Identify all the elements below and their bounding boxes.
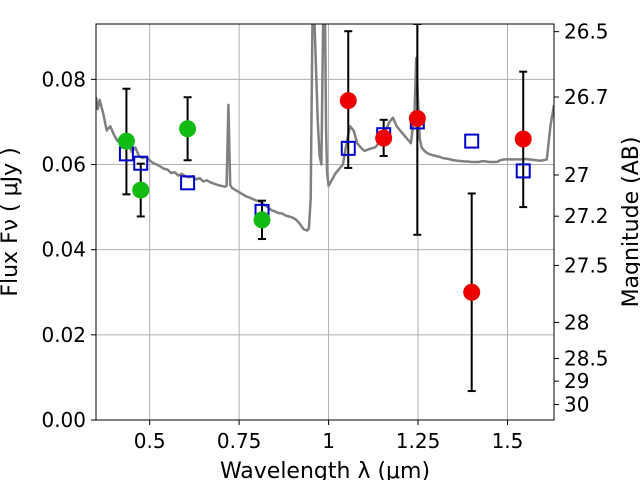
model-flux-square bbox=[464, 133, 480, 149]
observed-flux-point bbox=[375, 129, 393, 147]
plot-frame bbox=[95, 23, 555, 421]
x-tick-label: 1.25 bbox=[396, 429, 441, 453]
x-axis-label: Wavelength λ (μm) bbox=[220, 459, 430, 480]
model-flux-square bbox=[180, 175, 196, 191]
plot-area bbox=[96, 24, 554, 393]
model-flux-square bbox=[515, 163, 531, 179]
x-tick-label: 1.5 bbox=[492, 429, 524, 453]
model-flux-square bbox=[133, 155, 149, 171]
model-spectrum-line bbox=[96, 24, 554, 232]
y-tick-label: 0.08 bbox=[41, 67, 86, 91]
y-axis-ticks: 0.00 0.02 0.04 0.06 0.08 bbox=[41, 67, 96, 432]
observed-flux-point bbox=[463, 283, 481, 301]
y-tick-label: 0.00 bbox=[41, 408, 86, 432]
observed-flux-point bbox=[117, 132, 135, 150]
x-axis-ticks: 0.5 0.75 1 1.25 1.5 bbox=[134, 420, 524, 453]
y2-tick-label: 27.2 bbox=[564, 204, 609, 228]
observed-flux-point bbox=[253, 211, 271, 229]
y-tick-label: 0.02 bbox=[41, 323, 86, 347]
observed-flux-point bbox=[339, 92, 357, 110]
y2-axis-label: Magnitude (AB) bbox=[619, 137, 640, 308]
observed-flux-point bbox=[132, 181, 150, 199]
plot-series bbox=[96, 24, 554, 393]
y2-tick-label: 30 bbox=[564, 393, 589, 417]
y-axis-label: Flux Fν ( μJy ) bbox=[0, 147, 23, 296]
x-tick-label: 0.5 bbox=[134, 429, 166, 453]
y2-tick-label: 29 bbox=[564, 369, 589, 393]
y2-tick-label: 27 bbox=[564, 163, 589, 187]
observed-flux-point bbox=[408, 110, 426, 128]
y2-tick-label: 26.7 bbox=[564, 85, 609, 109]
observed-flux-point bbox=[179, 120, 197, 138]
observed-flux-point bbox=[514, 130, 532, 148]
y2-tick-label: 26.5 bbox=[564, 20, 609, 44]
y2-tick-label: 28.5 bbox=[564, 346, 609, 370]
x-tick-label: 1 bbox=[322, 429, 335, 453]
x-tick-label: 0.75 bbox=[217, 429, 262, 453]
y2-tick-label: 27.5 bbox=[564, 253, 609, 277]
y-tick-label: 0.06 bbox=[41, 153, 86, 177]
model-flux-square bbox=[340, 140, 356, 156]
y2-tick-label: 28 bbox=[564, 310, 589, 334]
y-tick-label: 0.04 bbox=[41, 238, 86, 262]
